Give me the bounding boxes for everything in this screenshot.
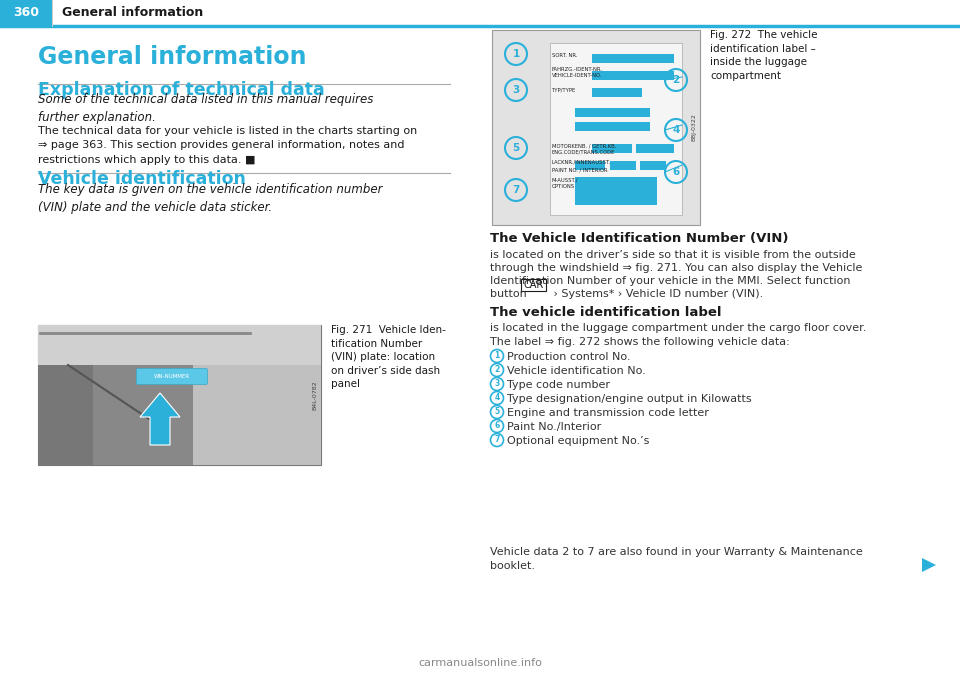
FancyBboxPatch shape	[640, 161, 666, 170]
Text: CAR: CAR	[524, 279, 544, 290]
FancyBboxPatch shape	[610, 161, 636, 170]
Text: General information: General information	[62, 7, 204, 20]
Text: TYP/TYPE: TYP/TYPE	[552, 87, 576, 92]
Text: Identification Number of your vehicle in the MMI. Select function: Identification Number of your vehicle in…	[490, 276, 851, 286]
FancyBboxPatch shape	[592, 144, 632, 153]
Text: M-AUSST./: M-AUSST./	[552, 177, 579, 182]
Text: Engine and transmission code letter: Engine and transmission code letter	[507, 408, 708, 418]
Text: LACKNR./INNENAUSST.: LACKNR./INNENAUSST.	[552, 160, 612, 165]
FancyBboxPatch shape	[575, 122, 650, 131]
Text: FAHRZG.-IDENT-NR.: FAHRZG.-IDENT-NR.	[552, 67, 603, 72]
Text: PAINT NO. / INTERIOR: PAINT NO. / INTERIOR	[552, 167, 608, 172]
Text: B8J-0322: B8J-0322	[691, 114, 697, 141]
Text: Fig. 272  The vehicle
identification label –
inside the luggage
compartment: Fig. 272 The vehicle identification labe…	[710, 30, 818, 81]
Text: 1: 1	[513, 49, 519, 59]
Text: The label ⇒ fig. 272 shows the following vehicle data:: The label ⇒ fig. 272 shows the following…	[490, 337, 790, 347]
Text: SORT. NR.: SORT. NR.	[552, 53, 578, 58]
Text: Some of the technical data listed in this manual requires
further explanation.: Some of the technical data listed in thi…	[38, 93, 373, 124]
FancyBboxPatch shape	[575, 108, 650, 117]
Text: Type code number: Type code number	[507, 380, 610, 390]
Text: Production control No.: Production control No.	[507, 352, 631, 362]
FancyBboxPatch shape	[636, 144, 674, 153]
Text: WN-NUMMER: WN-NUMMER	[154, 374, 190, 379]
Text: Optional equipment No.’s: Optional equipment No.’s	[507, 436, 649, 446]
Text: MOTORKENB. / GETR.KB.: MOTORKENB. / GETR.KB.	[552, 143, 616, 148]
Text: 4: 4	[494, 394, 499, 403]
Text: 360: 360	[13, 7, 39, 20]
Text: Vehicle identification No.: Vehicle identification No.	[507, 366, 646, 376]
Text: through the windshield ⇒ fig. 271. You can also display the Vehicle: through the windshield ⇒ fig. 271. You c…	[490, 263, 862, 273]
FancyBboxPatch shape	[93, 365, 193, 465]
Text: The key data is given on the vehicle identification number
(VIN) plate and the v: The key data is given on the vehicle ide…	[38, 183, 382, 214]
FancyBboxPatch shape	[592, 71, 674, 80]
Text: 1: 1	[494, 352, 499, 360]
Text: The vehicle identification label: The vehicle identification label	[490, 306, 722, 319]
Text: 7: 7	[513, 185, 519, 195]
Text: 2: 2	[494, 366, 499, 375]
Text: Fig. 271  Vehicle Iden-
tification Number
(VIN) plate: location
on driver’s side: Fig. 271 Vehicle Iden- tification Number…	[331, 325, 445, 390]
Text: Explanation of technical data: Explanation of technical data	[38, 81, 324, 99]
FancyBboxPatch shape	[550, 43, 682, 215]
Text: is located in the luggage compartment under the cargo floor cover.: is located in the luggage compartment un…	[490, 323, 866, 333]
Text: carmanualsonline.info: carmanualsonline.info	[418, 658, 542, 668]
Text: General information: General information	[38, 45, 306, 69]
Text: is located on the driver’s side so that it is visible from the outside: is located on the driver’s side so that …	[490, 250, 855, 260]
Text: Paint No./Interior: Paint No./Interior	[507, 422, 601, 432]
Text: 6: 6	[494, 422, 499, 430]
Text: ENG.CODE/TRANS.CODE: ENG.CODE/TRANS.CODE	[552, 150, 615, 155]
FancyBboxPatch shape	[193, 365, 321, 465]
FancyBboxPatch shape	[592, 88, 642, 97]
FancyBboxPatch shape	[575, 177, 657, 205]
FancyBboxPatch shape	[136, 369, 207, 384]
Text: Type designation/engine output in Kilowatts: Type designation/engine output in Kilowa…	[507, 394, 752, 404]
Text: Vehicle identification: Vehicle identification	[38, 170, 246, 188]
FancyBboxPatch shape	[575, 161, 605, 170]
Text: The technical data for your vehicle is listed in the charts starting on
⇒ page 3: The technical data for your vehicle is l…	[38, 126, 418, 165]
FancyBboxPatch shape	[38, 365, 93, 465]
Text: button: button	[490, 289, 530, 299]
FancyBboxPatch shape	[38, 325, 321, 365]
Text: Vehicle data 2 to 7 are also found in your Warranty & Maintenance
booklet.: Vehicle data 2 to 7 are also found in yo…	[490, 547, 863, 571]
Text: 6: 6	[672, 167, 680, 177]
FancyBboxPatch shape	[492, 30, 700, 225]
Text: 5: 5	[494, 407, 499, 416]
Text: VEHICLE-IDENT-NO.: VEHICLE-IDENT-NO.	[552, 73, 602, 78]
Text: B4L-0782: B4L-0782	[313, 380, 318, 410]
Text: 3: 3	[513, 85, 519, 95]
Text: OPTIONS: OPTIONS	[552, 184, 575, 189]
FancyBboxPatch shape	[38, 325, 321, 465]
FancyBboxPatch shape	[592, 54, 674, 63]
Polygon shape	[140, 393, 180, 445]
Text: › Systems* › Vehicle ID number (VIN).: › Systems* › Vehicle ID number (VIN).	[550, 289, 763, 299]
FancyBboxPatch shape	[0, 0, 52, 26]
Text: 5: 5	[513, 143, 519, 153]
Polygon shape	[922, 558, 936, 572]
Text: 7: 7	[494, 435, 500, 445]
Text: 4: 4	[672, 125, 680, 135]
Text: 3: 3	[494, 379, 499, 388]
Text: 2: 2	[672, 75, 680, 85]
Text: The Vehicle Identification Number (VIN): The Vehicle Identification Number (VIN)	[490, 232, 788, 245]
